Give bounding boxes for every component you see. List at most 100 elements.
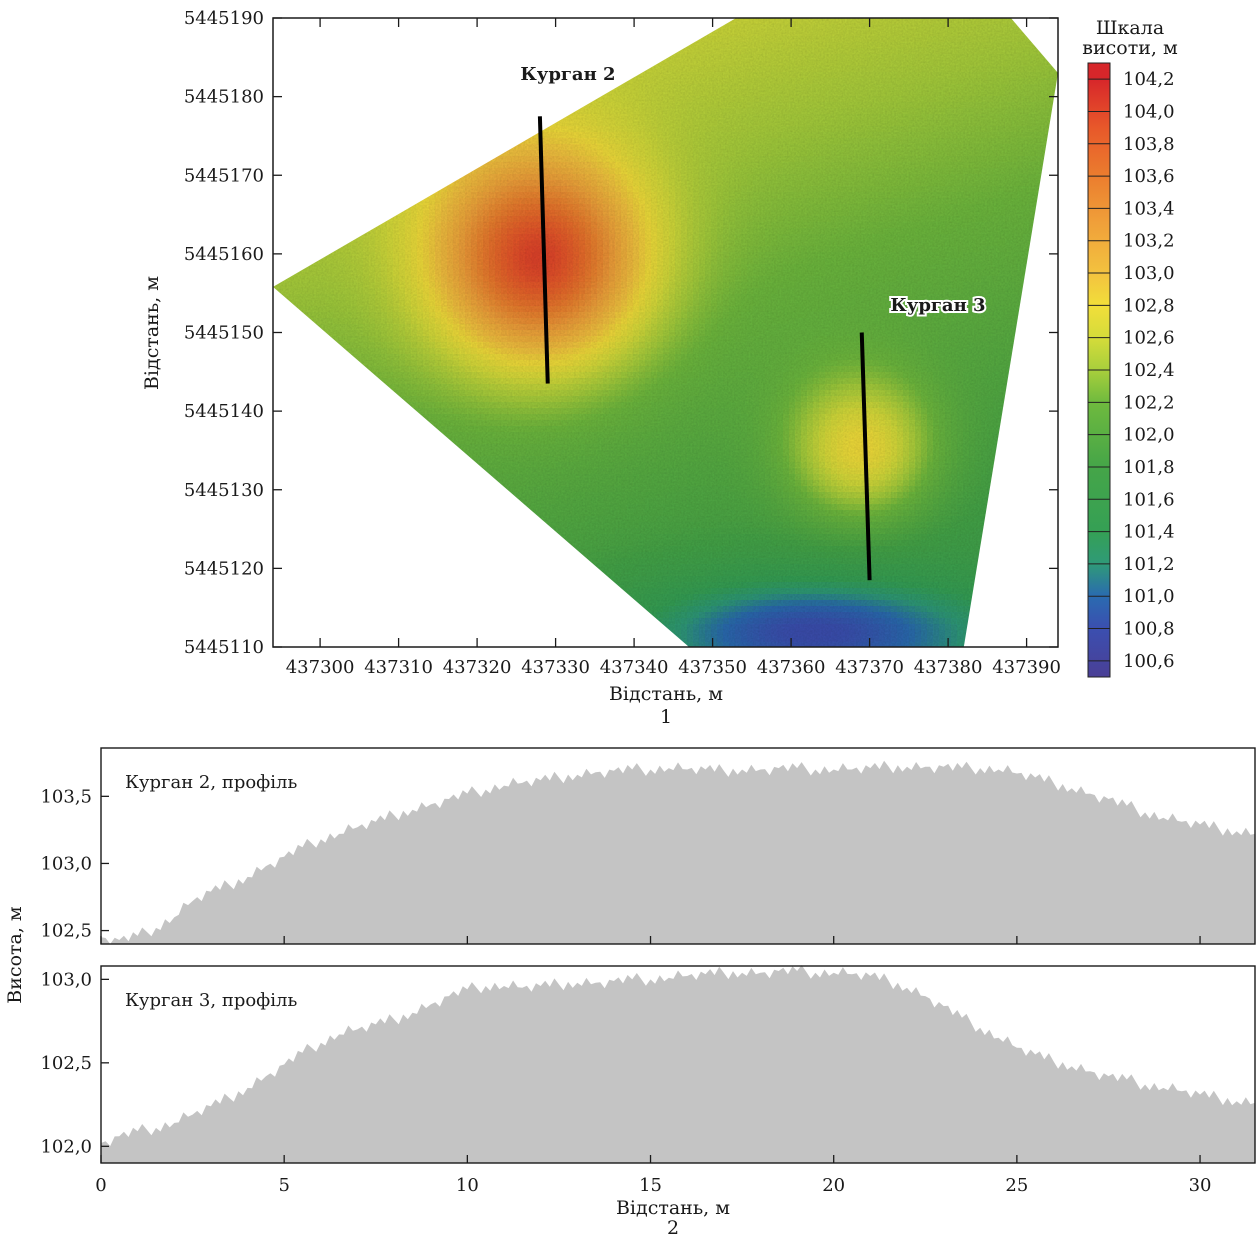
- raster-cell: [729, 36, 736, 43]
- raster-cell: [759, 192, 766, 199]
- raster-cell: [513, 24, 520, 31]
- raster-cell: [501, 120, 508, 127]
- raster-cell: [519, 210, 526, 217]
- raster-cell: [507, 36, 514, 43]
- raster-cell: [609, 198, 616, 205]
- raster-cell: [1017, 216, 1024, 223]
- raster-cell: [891, 126, 898, 133]
- raster-cell: [1047, 186, 1054, 193]
- raster-cell: [411, 192, 418, 199]
- raster-cell: [435, 36, 442, 43]
- raster-cell: [369, 228, 376, 235]
- raster-cell: [963, 192, 970, 199]
- raster-cell: [759, 90, 766, 97]
- raster-cell: [309, 42, 316, 49]
- raster-cell: [915, 138, 922, 145]
- raster-cell: [909, 216, 916, 223]
- raster-cell: [1035, 228, 1042, 235]
- raster-cell: [471, 216, 478, 223]
- raster-cell: [489, 24, 496, 31]
- raster-cell: [861, 36, 868, 43]
- raster-cell: [501, 234, 508, 241]
- raster-cell: [369, 132, 376, 139]
- raster-cell: [297, 240, 304, 247]
- raster-cell: [849, 72, 856, 79]
- raster-cell: [945, 30, 952, 37]
- raster-cell: [909, 234, 916, 241]
- raster-cell: [291, 84, 298, 91]
- raster-cell: [885, 144, 892, 151]
- raster-cell: [381, 174, 388, 181]
- raster-cell: [945, 84, 952, 91]
- raster-cell: [963, 24, 970, 31]
- raster-cell: [705, 162, 712, 169]
- raster-cell: [693, 144, 700, 151]
- raster-cell: [279, 102, 286, 109]
- raster-cell: [879, 60, 886, 67]
- raster-cell: [1017, 204, 1024, 211]
- raster-cell: [381, 150, 388, 157]
- raster-cell: [789, 162, 796, 169]
- raster-cell: [681, 174, 688, 181]
- raster-cell: [453, 192, 460, 199]
- raster-cell: [477, 84, 484, 91]
- raster-cell: [813, 36, 820, 43]
- raster-cell: [363, 222, 370, 229]
- raster-cell: [357, 84, 364, 91]
- raster-cell: [783, 138, 790, 145]
- raster-cell: [699, 30, 706, 37]
- raster-cell: [981, 210, 988, 217]
- raster-cell: [405, 54, 412, 61]
- raster-cell: [537, 234, 544, 241]
- raster-cell: [339, 72, 346, 79]
- raster-cell: [969, 168, 976, 175]
- raster-cell: [399, 108, 406, 115]
- raster-cell: [1047, 108, 1054, 115]
- raster-cell: [357, 42, 364, 49]
- raster-cell: [639, 216, 646, 223]
- raster-cell: [531, 138, 538, 145]
- raster-cell: [543, 234, 550, 241]
- raster-cell: [561, 150, 568, 157]
- raster-cell: [291, 72, 298, 79]
- raster-cell: [717, 30, 724, 37]
- raster-cell: [759, 150, 766, 157]
- raster-cell: [687, 60, 694, 67]
- raster-cell: [897, 90, 904, 97]
- raster-cell: [885, 168, 892, 175]
- raster-cell: [699, 72, 706, 79]
- raster-cell: [333, 168, 340, 175]
- raster-cell: [729, 84, 736, 91]
- raster-cell: [873, 30, 880, 37]
- raster-cell: [765, 210, 772, 217]
- raster-cell: [981, 114, 988, 121]
- raster-cell: [471, 102, 478, 109]
- raster-cell: [603, 216, 610, 223]
- raster-cell: [867, 84, 874, 91]
- raster-cell: [345, 18, 352, 25]
- raster-cell: [669, 78, 676, 85]
- raster-cell: [489, 54, 496, 61]
- raster-cell: [429, 228, 436, 235]
- raster-cell: [693, 84, 700, 91]
- raster-cell: [483, 120, 490, 127]
- raster-cell: [513, 66, 520, 73]
- raster-cell: [477, 162, 484, 169]
- raster-cell: [921, 126, 928, 133]
- raster-cell: [861, 168, 868, 175]
- raster-cell: [951, 138, 958, 145]
- raster-cell: [885, 60, 892, 67]
- raster-cell: [567, 198, 574, 205]
- raster-cell: [987, 162, 994, 169]
- raster-cell: [759, 18, 766, 25]
- raster-cell: [801, 48, 808, 55]
- raster-cell: [1041, 30, 1048, 37]
- raster-cell: [363, 126, 370, 133]
- raster-cell: [921, 36, 928, 43]
- raster-cell: [621, 156, 628, 163]
- raster-cell: [477, 192, 484, 199]
- raster-cell: [501, 36, 508, 43]
- raster-cell: [609, 90, 616, 97]
- raster-cell: [855, 72, 862, 79]
- raster-cell: [357, 186, 364, 193]
